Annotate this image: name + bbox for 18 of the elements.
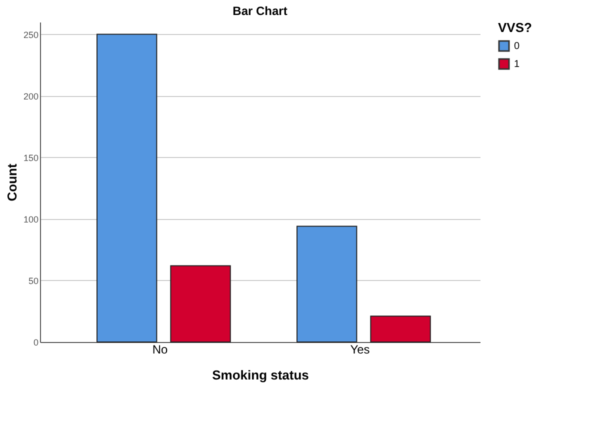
legend-title: VVS? — [498, 20, 532, 35]
y-axis-title: Count — [4, 163, 20, 202]
x-tick-label: No — [152, 342, 168, 356]
legend-label: 0 — [514, 41, 520, 52]
y-tick-label: 150 — [23, 152, 38, 163]
x-axis-title: Smoking status — [212, 368, 309, 382]
y-tick-label: 100 — [23, 214, 38, 224]
chart-title: Bar Chart — [232, 4, 288, 18]
x-tick-label: Yes — [350, 342, 370, 356]
y-tick-label: 200 — [23, 91, 38, 102]
bar — [370, 316, 431, 342]
y-tick-label: 0 — [33, 338, 38, 348]
bar — [296, 226, 358, 342]
legend-label: 1 — [514, 59, 520, 70]
y-tick-label: 250 — [23, 30, 38, 40]
bar — [96, 34, 158, 342]
bar — [170, 265, 231, 342]
y-tick-label: 50 — [28, 276, 38, 286]
